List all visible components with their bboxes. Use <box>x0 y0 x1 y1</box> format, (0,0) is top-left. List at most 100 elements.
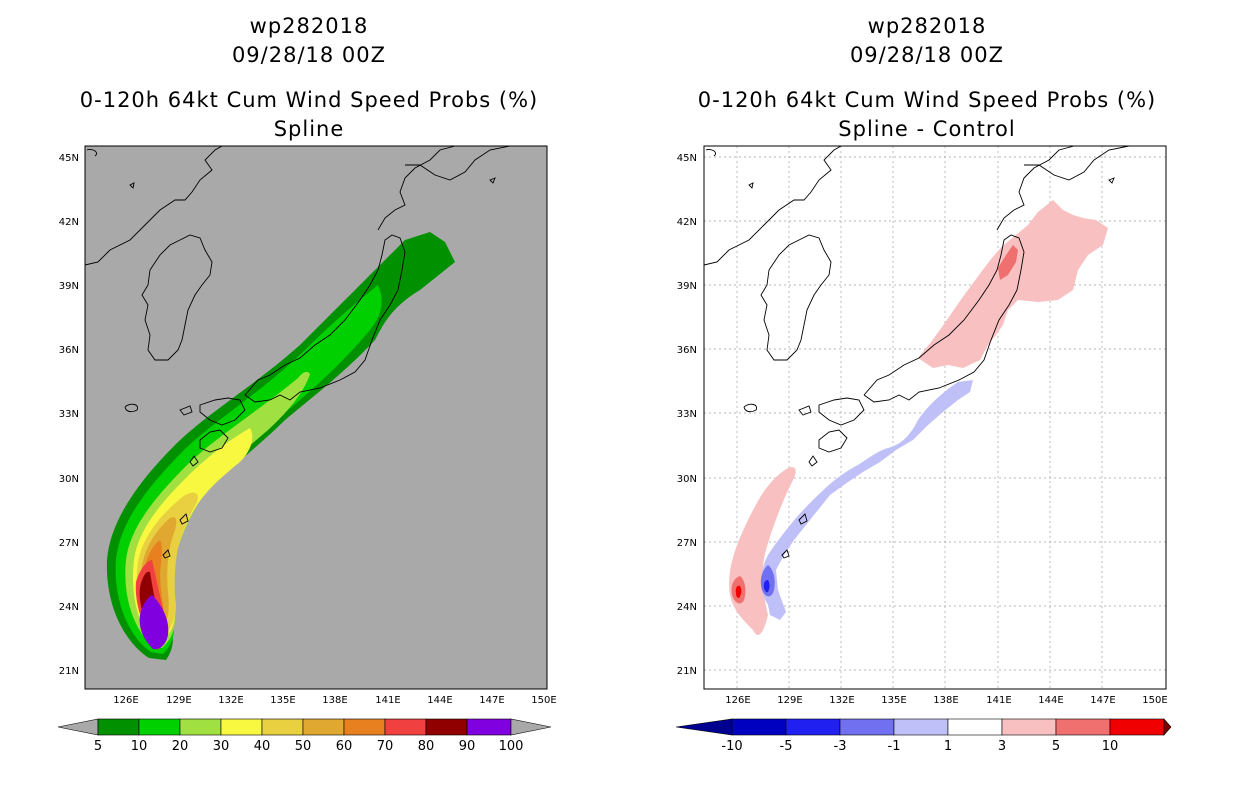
lat-label: 39N <box>677 281 697 292</box>
colorbar-high-triangle <box>1163 718 1172 736</box>
colorbar-box <box>1001 718 1057 736</box>
colorbar-box <box>839 718 895 736</box>
variant-title: Spline <box>273 117 345 141</box>
colorbar-label: 50 <box>295 739 312 754</box>
lon-label: 129E <box>777 695 802 706</box>
variant-title: Spline - Control <box>838 117 1016 141</box>
lon-label: 126E <box>113 695 138 706</box>
band-5 <box>106 232 455 660</box>
storm-id-title: wp282018 <box>867 14 987 38</box>
lon-axis: 126E 129E 132E 135E 138E 141E 144E 147E … <box>725 695 1167 706</box>
colorbar-box <box>220 718 263 736</box>
lon-label: 138E <box>322 695 347 706</box>
lat-label: 24N <box>677 602 697 613</box>
lat-label: 36N <box>677 345 697 356</box>
probability-swath <box>106 232 455 660</box>
lon-label: 129E <box>166 695 191 706</box>
lat-label: 45N <box>59 153 79 164</box>
colorbar-label: 100 <box>499 739 524 754</box>
lon-label: 150E <box>531 695 556 706</box>
date-title: 09/28/18 00Z <box>231 43 387 67</box>
colorbar-box <box>261 718 304 736</box>
lon-axis: 126E 129E 132E 135E 138E 141E 144E 147E … <box>113 695 556 706</box>
negative-1-region <box>761 380 973 620</box>
positive-1-south-region <box>729 467 796 635</box>
colorbar-box <box>947 718 1003 736</box>
spline-map: 45N 42N 39N 36N 33N 30N 27N 24N 21N 126E… <box>57 145 557 754</box>
colorbar-box <box>302 718 345 736</box>
coastlines <box>84 145 511 559</box>
lon-label: 144E <box>1038 695 1063 706</box>
lon-label: 141E <box>986 695 1011 706</box>
colorbar-low-triangle <box>675 718 733 736</box>
product-title: 0-120h 64kt Cum Wind Speed Probs (%) <box>697 88 1157 112</box>
colorbar-label: 80 <box>418 739 435 754</box>
lat-label: 27N <box>59 538 79 549</box>
lat-label: 27N <box>677 538 697 549</box>
lat-label: 36N <box>59 345 79 356</box>
colorbar-box <box>425 718 468 736</box>
coastlines <box>703 145 1130 559</box>
lon-label: 138E <box>933 695 958 706</box>
map-frame <box>84 145 548 690</box>
lon-label: 135E <box>270 695 295 706</box>
colorbar-label: 5 <box>1052 739 1060 754</box>
difference-panel: wp282018 09/28/18 00Z 0-120h 64kt Cum Wi… <box>618 0 1236 800</box>
colorbar-label: 3 <box>998 739 1006 754</box>
colorbar-box <box>384 718 427 736</box>
colorbar-label: 10 <box>1102 739 1119 754</box>
colorbar-box <box>466 718 512 736</box>
lon-label: 141E <box>375 695 400 706</box>
colorbar-box <box>1055 718 1111 736</box>
band-90-100 <box>139 595 169 650</box>
colorbar-label: 30 <box>213 739 230 754</box>
colorbar-box <box>731 718 787 736</box>
date-title: 09/28/18 00Z <box>849 43 1005 67</box>
colorbar-box <box>1109 718 1165 736</box>
lat-label: 45N <box>677 153 697 164</box>
colorbar-label: 60 <box>336 739 353 754</box>
colorbar-low-triangle <box>57 718 99 736</box>
positive-3-region <box>998 245 1018 280</box>
lat-label: 39N <box>59 281 79 292</box>
colorbar-label: 40 <box>254 739 271 754</box>
lat-label: 33N <box>59 409 79 420</box>
colorbar-label: -10 <box>721 739 742 754</box>
lat-axis: 45N 42N 39N 36N 33N 30N 27N 24N 21N <box>677 153 697 677</box>
difference-field <box>729 200 1108 635</box>
lon-label: 132E <box>218 695 243 706</box>
spline-panel: wp282018 09/28/18 00Z 0-120h 64kt Cum Wi… <box>57 14 557 754</box>
colorbar-label: -5 <box>780 739 793 754</box>
lon-label: 135E <box>881 695 906 706</box>
colorbar-box <box>179 718 222 736</box>
lon-label: 144E <box>427 695 452 706</box>
colorbar-box <box>343 718 386 736</box>
lat-label: 42N <box>677 217 697 228</box>
colorbar-label: 1 <box>944 739 952 754</box>
lat-label: 30N <box>59 474 79 485</box>
positive-10-south-region <box>735 585 742 598</box>
lat-label: 24N <box>59 602 79 613</box>
lon-label: 147E <box>1090 695 1115 706</box>
lon-label: 147E <box>479 695 504 706</box>
lat-axis: 45N 42N 39N 36N 33N 30N 27N 24N 21N <box>59 153 79 677</box>
negative-5-region <box>763 580 770 593</box>
colorbar-label: 5 <box>94 739 102 754</box>
difference-map: 45N 42N 39N 36N 33N 30N 27N 24N 21N 126E… <box>675 145 1172 754</box>
colorbar-high-triangle <box>510 718 552 736</box>
colorbar-box <box>97 718 140 736</box>
lat-label: 42N <box>59 217 79 228</box>
lon-label: 126E <box>725 695 750 706</box>
colorbar-box <box>893 718 949 736</box>
colorbar-label: 70 <box>377 739 394 754</box>
colorbar-box <box>138 718 181 736</box>
lat-label: 30N <box>677 474 697 485</box>
difference-colorbar: -10 -5 -3 -1 1 3 5 10 <box>675 718 1172 754</box>
map-frame <box>703 145 1167 690</box>
spline-colorbar: 5 10 20 30 40 50 60 70 80 90 100 <box>57 718 552 754</box>
lon-label: 150E <box>1142 695 1167 706</box>
product-title: 0-120h 64kt Cum Wind Speed Probs (%) <box>79 88 539 112</box>
colorbar-label: -1 <box>888 739 901 754</box>
positive-1-region <box>918 200 1108 368</box>
storm-id-title: wp282018 <box>249 14 369 38</box>
